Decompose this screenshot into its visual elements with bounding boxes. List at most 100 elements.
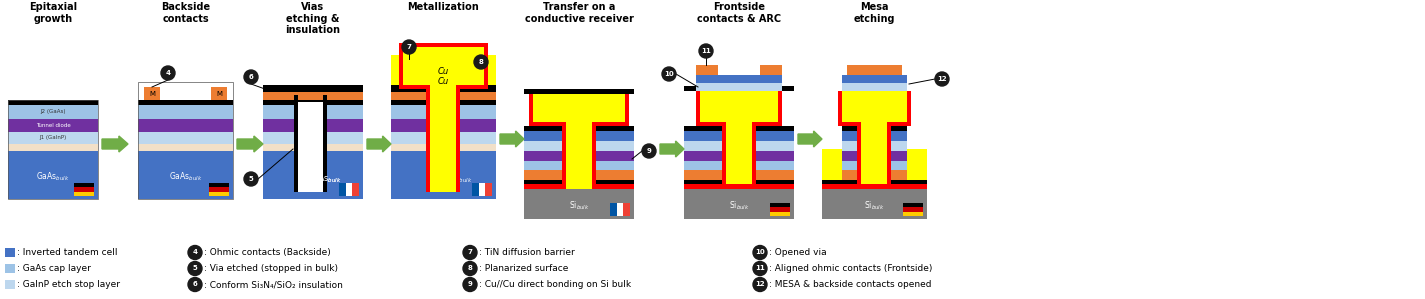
Bar <box>842 161 906 170</box>
Text: GaAs$_{bulk}$: GaAs$_{bulk}$ <box>308 173 342 185</box>
Bar <box>399 43 487 89</box>
Bar <box>684 170 794 180</box>
Bar <box>524 149 634 189</box>
Bar <box>842 151 906 161</box>
Bar <box>533 94 626 122</box>
Bar <box>138 132 234 144</box>
Bar <box>822 180 928 184</box>
FancyArrow shape <box>798 131 822 147</box>
Bar <box>264 144 363 151</box>
Bar <box>684 151 794 161</box>
Bar <box>209 187 229 192</box>
Bar <box>479 183 486 196</box>
Bar <box>760 65 782 75</box>
Text: Cu: Cu <box>437 77 449 86</box>
Bar <box>684 180 794 184</box>
Bar <box>842 141 906 151</box>
Text: 6: 6 <box>192 281 198 288</box>
Bar <box>695 91 782 126</box>
Bar <box>722 94 757 184</box>
Text: 8: 8 <box>479 59 483 65</box>
Circle shape <box>663 67 675 81</box>
Bar <box>524 184 634 189</box>
Bar <box>426 85 460 192</box>
Text: Mesa
etching: Mesa etching <box>854 2 895 24</box>
Text: Si$_{bulk}$: Si$_{bulk}$ <box>864 200 885 212</box>
Circle shape <box>643 144 656 158</box>
Text: Cu: Cu <box>437 66 449 76</box>
Text: : Planarized surface: : Planarized surface <box>479 264 569 273</box>
Circle shape <box>752 277 767 292</box>
Bar <box>390 151 496 199</box>
Bar <box>390 132 496 144</box>
Circle shape <box>244 172 258 186</box>
Bar <box>209 192 229 196</box>
Circle shape <box>700 44 712 58</box>
Bar <box>684 86 794 91</box>
Bar <box>339 183 346 196</box>
Bar <box>390 100 496 105</box>
Bar <box>390 144 496 151</box>
Bar <box>264 132 363 144</box>
Bar <box>9 100 98 105</box>
Bar <box>684 126 794 131</box>
Text: Si$_{bulk}$: Si$_{bulk}$ <box>728 200 750 212</box>
Bar <box>524 170 634 180</box>
Bar <box>524 170 634 180</box>
Bar <box>472 183 479 196</box>
Bar <box>822 149 928 189</box>
Bar <box>770 207 789 212</box>
Circle shape <box>402 40 416 54</box>
Text: 9: 9 <box>647 148 651 154</box>
Circle shape <box>463 262 477 275</box>
Bar <box>566 109 591 189</box>
Circle shape <box>935 72 949 86</box>
Bar <box>842 170 906 180</box>
Bar <box>9 132 98 144</box>
Bar <box>684 184 794 189</box>
Text: : Inverted tandem cell: : Inverted tandem cell <box>17 248 117 257</box>
Text: 5: 5 <box>248 176 254 182</box>
Bar <box>529 94 628 126</box>
Bar <box>390 105 496 119</box>
FancyArrow shape <box>237 136 264 152</box>
Bar <box>861 94 886 184</box>
Bar <box>695 83 782 91</box>
Bar <box>695 75 782 83</box>
Circle shape <box>475 55 487 69</box>
Bar <box>6 248 16 257</box>
Text: Epitaxial
growth: Epitaxial growth <box>28 2 77 24</box>
Bar <box>842 91 906 122</box>
Text: 12: 12 <box>938 76 946 82</box>
Bar <box>561 122 596 180</box>
Text: : GaAs cap layer: : GaAs cap layer <box>17 264 91 273</box>
Bar <box>822 189 928 219</box>
Bar <box>74 187 94 192</box>
Bar <box>264 100 363 105</box>
Text: 9: 9 <box>467 281 473 288</box>
Bar <box>838 91 911 126</box>
Bar <box>856 94 891 184</box>
Bar <box>323 95 326 192</box>
Bar <box>822 184 928 189</box>
Bar <box>903 203 923 207</box>
Bar <box>770 203 789 207</box>
Bar <box>524 151 634 161</box>
Bar <box>209 183 229 187</box>
Bar <box>9 100 98 199</box>
Text: : Via etched (stopped in bulk): : Via etched (stopped in bulk) <box>204 264 338 273</box>
Circle shape <box>463 277 477 292</box>
Bar <box>903 212 923 216</box>
Bar <box>684 149 794 189</box>
Bar <box>524 131 634 141</box>
Bar <box>524 189 634 219</box>
Text: GaAs$_{bulk}$: GaAs$_{bulk}$ <box>168 171 202 183</box>
Text: : Aligned ohmic contacts (Frontside): : Aligned ohmic contacts (Frontside) <box>770 264 932 273</box>
Text: M: M <box>217 91 222 97</box>
Bar <box>524 141 634 151</box>
Text: 6: 6 <box>248 74 254 80</box>
Text: 7: 7 <box>406 44 412 50</box>
Circle shape <box>188 262 202 275</box>
Text: : Opened via: : Opened via <box>770 248 826 257</box>
Text: 11: 11 <box>755 266 765 271</box>
